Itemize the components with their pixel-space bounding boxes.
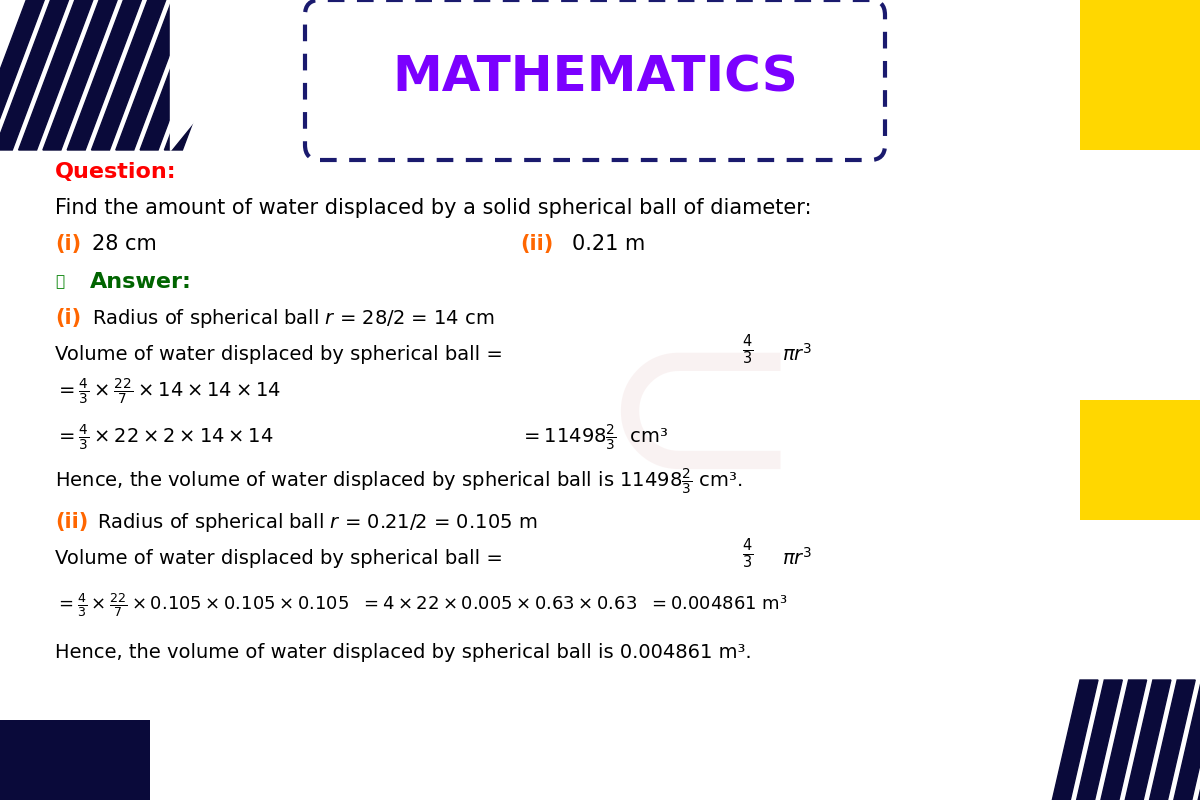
FancyBboxPatch shape <box>1080 0 1200 150</box>
Text: (ii): (ii) <box>55 512 89 532</box>
Polygon shape <box>91 0 169 150</box>
Text: Radius of spherical ball $r$ = 28/2 = 14 cm: Radius of spherical ball $r$ = 28/2 = 14… <box>92 306 494 330</box>
FancyBboxPatch shape <box>1080 400 1200 520</box>
Polygon shape <box>0 0 72 150</box>
Polygon shape <box>140 0 218 150</box>
Polygon shape <box>19 0 96 150</box>
Polygon shape <box>164 0 242 150</box>
Text: 🖊: 🖊 <box>55 274 64 290</box>
Polygon shape <box>1171 680 1200 800</box>
Polygon shape <box>0 0 48 150</box>
FancyBboxPatch shape <box>0 720 150 800</box>
Polygon shape <box>43 0 121 150</box>
Polygon shape <box>1050 680 1098 800</box>
Text: ⊂: ⊂ <box>595 299 805 541</box>
Text: Volume of water displaced by spherical ball =: Volume of water displaced by spherical b… <box>55 345 503 363</box>
Text: $\frac{4}{3}$: $\frac{4}{3}$ <box>742 333 754 367</box>
Text: 28 cm: 28 cm <box>92 234 157 254</box>
Text: $\frac{4}{3}$: $\frac{4}{3}$ <box>742 537 754 571</box>
Text: (i): (i) <box>55 308 82 328</box>
Text: 0.21 m: 0.21 m <box>572 234 646 254</box>
Polygon shape <box>116 0 194 150</box>
Text: Find the amount of water displaced by a solid spherical ball of diameter:: Find the amount of water displaced by a … <box>55 198 811 218</box>
Text: Hence, the volume of water displaced by spherical ball is 0.004861 m³.: Hence, the volume of water displaced by … <box>55 642 751 662</box>
Text: Radius of spherical ball $r$ = 0.21/2 = 0.105 m: Radius of spherical ball $r$ = 0.21/2 = … <box>97 510 538 534</box>
Text: $= \frac{4}{3} \times 22 \times 2 \times 14 \times 14$: $= \frac{4}{3} \times 22 \times 2 \times… <box>55 423 274 453</box>
Polygon shape <box>1147 680 1195 800</box>
Text: Question:: Question: <box>55 162 176 182</box>
Text: MATHEMATICS: MATHEMATICS <box>392 54 798 102</box>
Text: $= \frac{4}{3} \times \frac{22}{7} \times 14 \times 14 \times 14$: $= \frac{4}{3} \times \frac{22}{7} \time… <box>55 377 281 407</box>
Text: Volume of water displaced by spherical ball =: Volume of water displaced by spherical b… <box>55 549 503 567</box>
Polygon shape <box>170 0 300 150</box>
Text: (ii): (ii) <box>520 234 553 254</box>
Text: $= \frac{4}{3} \times \frac{22}{7} \times 0.105 \times 0.105 \times 0.105$  $= 4: $= \frac{4}{3} \times \frac{22}{7} \time… <box>55 591 787 619</box>
Polygon shape <box>1074 680 1122 800</box>
Text: Hence, the volume of water displaced by spherical ball is $11498\frac{2}{3}$ cm³: Hence, the volume of water displaced by … <box>55 467 743 497</box>
Text: $\pi r^3$: $\pi r^3$ <box>782 547 812 569</box>
Text: Answer:: Answer: <box>90 272 192 292</box>
Text: (i): (i) <box>55 234 82 254</box>
Text: $= 11498\frac{2}{3}$  cm³: $= 11498\frac{2}{3}$ cm³ <box>520 423 668 453</box>
Polygon shape <box>1195 680 1200 800</box>
Polygon shape <box>1099 680 1147 800</box>
FancyBboxPatch shape <box>305 0 886 160</box>
Polygon shape <box>1123 680 1171 800</box>
Polygon shape <box>67 0 145 150</box>
Text: $\pi r^3$: $\pi r^3$ <box>782 343 812 365</box>
